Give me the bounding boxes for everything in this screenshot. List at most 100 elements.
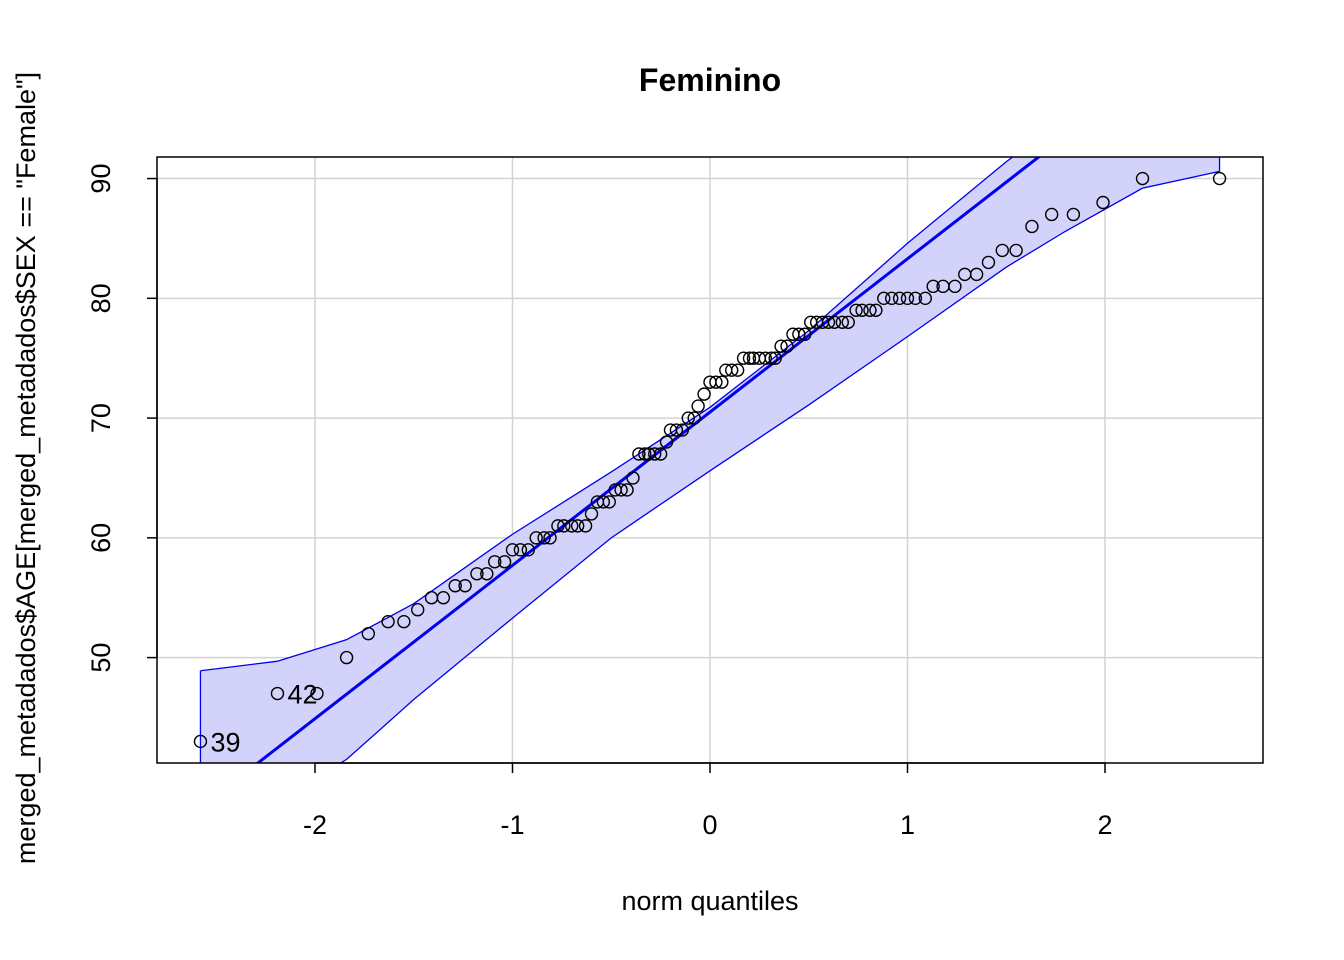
data-point: [885, 291, 899, 306]
data-point: [736, 351, 751, 365]
data-point: [675, 423, 690, 437]
data-point: [596, 495, 611, 509]
data-point: [697, 387, 711, 401]
y-tick-label: 60: [86, 523, 116, 553]
data-point: [602, 495, 616, 509]
x-tick-label: 2: [1097, 810, 1112, 840]
data-point: [626, 471, 640, 485]
data-point: [193, 734, 208, 749]
data-point: [436, 591, 451, 605]
reference-line-group: [255, 157, 1042, 763]
data-point: [361, 626, 376, 641]
data-point: [614, 483, 628, 497]
data-point: [584, 507, 599, 521]
data-point: [691, 399, 705, 413]
data-point: [926, 279, 940, 294]
data-point: [855, 303, 869, 317]
data-point: [470, 567, 484, 581]
data-point: [638, 447, 652, 461]
data-point: [900, 291, 915, 306]
data-point: [397, 614, 411, 629]
x-axis: -2 -1 0 1 2: [303, 762, 1113, 840]
data-point: [458, 579, 472, 593]
y-tick-label: 50: [86, 643, 116, 673]
data-point: [841, 315, 855, 329]
data-point: [488, 555, 502, 569]
data-point: [565, 519, 579, 533]
data-point: [669, 423, 684, 437]
data-point: [863, 303, 877, 317]
x-tick-label: 0: [702, 810, 717, 840]
data-point: [270, 686, 285, 701]
data-point: [758, 351, 772, 365]
data-point: [497, 555, 512, 569]
data-point: [681, 411, 695, 425]
data-point: [537, 531, 551, 545]
x-axis-label: norm quantiles: [621, 886, 798, 916]
data-point: [869, 303, 883, 317]
envelope-upper-line: [200, 157, 1014, 672]
data-point: [521, 543, 535, 557]
data-point: [381, 614, 395, 629]
data-point: [653, 447, 668, 461]
y-axis-label: merged_metadados$AGE[merged_metadados$SE…: [11, 72, 41, 864]
data-point: [730, 363, 745, 377]
data-point: [995, 243, 1009, 258]
data-point: [480, 567, 494, 581]
x-tick-label: 1: [900, 810, 915, 840]
data-point: [827, 315, 842, 329]
data-point: [780, 339, 794, 353]
data-point: [632, 447, 646, 461]
data-point: [948, 279, 962, 294]
data-point: [620, 483, 634, 497]
data-point: [513, 543, 528, 557]
data-point: [981, 255, 996, 270]
data-point: [768, 351, 782, 365]
data-point: [892, 291, 907, 306]
data-point: [1025, 219, 1039, 234]
data-point: [310, 686, 324, 701]
data-point: [774, 339, 788, 353]
data-point: [570, 519, 585, 533]
data-point: [1135, 171, 1150, 186]
data-point: [648, 447, 662, 461]
data-point: [715, 375, 729, 389]
data-point: [877, 291, 891, 306]
y-tick-label: 70: [86, 403, 116, 433]
data-point: [1066, 207, 1081, 222]
data-point: [543, 531, 557, 545]
point-label: 39: [210, 727, 240, 757]
data-point: [725, 363, 739, 377]
y-tick-label: 80: [86, 283, 116, 313]
data-point: [709, 375, 723, 389]
data-point: [339, 650, 354, 665]
reference-line: [255, 157, 1042, 763]
data-point: [578, 519, 593, 533]
data-point: [687, 411, 701, 425]
data-point: [849, 303, 863, 317]
data-point: [835, 315, 850, 329]
data-point: [1212, 171, 1227, 186]
point-labels: 39 42: [210, 680, 317, 758]
data-points: [193, 171, 1227, 749]
data-point: [908, 291, 923, 306]
x-tick-label: -1: [500, 810, 524, 840]
data-point: [1096, 195, 1110, 210]
data-point: [742, 351, 757, 365]
point-label: 42: [287, 680, 317, 710]
data-point: [1009, 243, 1023, 258]
data-point: [659, 435, 674, 449]
data-point: [411, 603, 425, 617]
data-point: [969, 267, 984, 282]
data-point: [505, 543, 520, 557]
data-point: [764, 351, 778, 365]
data-point: [792, 327, 806, 341]
y-tick-label: 90: [86, 164, 116, 194]
data-point: [551, 519, 565, 533]
data-point: [557, 519, 571, 533]
data-point: [798, 327, 812, 341]
data-point: [448, 579, 462, 593]
data-point: [821, 315, 836, 329]
data-point: [529, 531, 543, 545]
